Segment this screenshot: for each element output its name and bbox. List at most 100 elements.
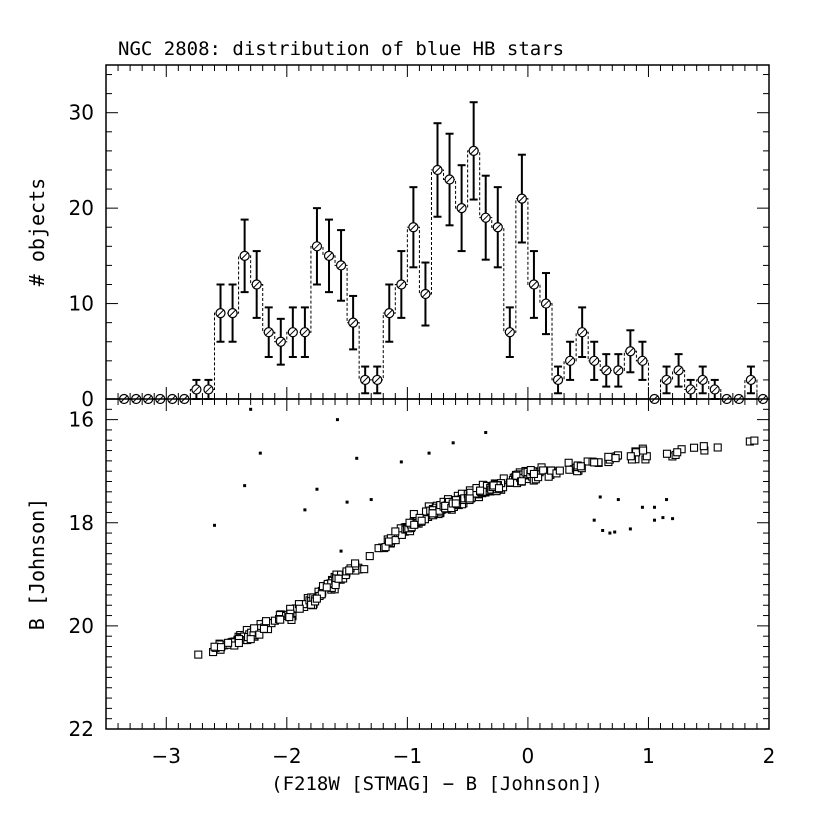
histogram-y-tick-label: 30 xyxy=(69,101,94,125)
star-point xyxy=(351,559,360,568)
histogram-bin xyxy=(384,283,395,343)
histogram-point-slash xyxy=(205,386,212,393)
histogram-point-slash xyxy=(542,300,550,307)
cmd-x-axis-label: (F218W [STMAG] − B [Johnson]) xyxy=(271,773,603,795)
star-point xyxy=(391,527,400,536)
histogram-point-slash xyxy=(494,223,502,231)
histogram-y-tick-labels: 0 10 20 30 xyxy=(69,101,94,411)
cmd-ticks xyxy=(105,398,770,730)
histogram-bin xyxy=(335,229,347,302)
histogram-bin xyxy=(697,365,708,395)
histogram-bin xyxy=(299,306,310,359)
star-point xyxy=(317,590,326,599)
histogram-bin xyxy=(372,365,383,395)
star-point xyxy=(590,458,599,467)
cmd-y-tick-labels: 16 18 20 22 xyxy=(69,408,94,741)
histogram-y-tick-label: 20 xyxy=(69,196,94,220)
star-point xyxy=(417,516,426,525)
cmd-x-tick-label: 2 xyxy=(763,744,776,768)
histogram-point-slash xyxy=(530,281,538,288)
histogram-bin xyxy=(203,378,214,400)
cmd-x-tick-label: 1 xyxy=(642,744,655,768)
star-point xyxy=(259,624,269,633)
star-point xyxy=(604,452,613,461)
histogram-point-slash xyxy=(470,147,478,155)
star-point xyxy=(334,574,343,583)
histogram-point-slash xyxy=(265,328,273,336)
histogram-bin xyxy=(215,283,226,343)
histogram-y-axis-label: # objects xyxy=(25,178,49,286)
faint-point xyxy=(345,500,349,504)
faint-point xyxy=(249,407,253,411)
cmd-y-axis-label: B [Johnson] xyxy=(25,498,49,630)
faint-point xyxy=(628,527,632,531)
faint-point xyxy=(243,484,247,488)
faint-point xyxy=(652,518,656,522)
cmd-x-tick-label: −1 xyxy=(393,744,422,768)
star-point xyxy=(295,604,304,613)
histogram-bin xyxy=(637,340,648,381)
histogram-markers xyxy=(118,101,769,405)
star-point xyxy=(250,624,259,633)
star-point xyxy=(662,449,672,458)
cmd-y-tick-label: 22 xyxy=(69,717,94,741)
faint-point xyxy=(339,549,343,553)
faint-point xyxy=(315,487,319,491)
histogram-point-slash xyxy=(590,357,598,365)
histogram-point-slash xyxy=(639,357,646,365)
histogram-bin xyxy=(408,186,419,269)
star-point xyxy=(360,565,369,574)
faint-point xyxy=(592,518,596,522)
faint-point xyxy=(369,498,373,502)
histogram-bin xyxy=(577,306,588,359)
cmd-panel: 16 18 20 22 −3 −2 −1 0 1 2 B [Johnson] (F218W [S… xyxy=(25,398,776,795)
histogram-bin xyxy=(396,250,407,319)
star-point xyxy=(673,448,682,457)
star-point xyxy=(428,509,437,518)
star-point xyxy=(262,617,271,626)
star-point xyxy=(312,594,321,603)
histogram-bin xyxy=(191,378,202,400)
histogram-point-slash xyxy=(747,376,755,384)
histogram-bin xyxy=(360,365,371,395)
histogram-point-slash xyxy=(446,176,453,183)
faint-point xyxy=(671,517,675,521)
histogram-bin xyxy=(564,340,576,381)
histogram-bin xyxy=(456,164,467,253)
histogram-point-slash xyxy=(518,195,526,202)
star-point xyxy=(410,520,419,529)
histogram-bin xyxy=(613,353,624,388)
faint-point xyxy=(665,498,669,502)
star-point xyxy=(529,469,539,479)
faint-point xyxy=(616,498,620,502)
histogram-point-slash xyxy=(434,166,441,174)
faint-point xyxy=(303,508,307,512)
star-point xyxy=(224,638,233,647)
faint-point xyxy=(355,456,359,460)
faint-point xyxy=(601,528,605,532)
histogram-point-slash xyxy=(627,347,634,355)
faint-point xyxy=(608,531,612,535)
faint-point xyxy=(613,530,617,534)
histogram-bin xyxy=(709,378,720,400)
histogram-point-slash xyxy=(663,376,670,384)
histogram-step-line xyxy=(118,150,769,400)
star-point xyxy=(365,552,374,561)
star-point xyxy=(476,486,485,495)
histogram-bin xyxy=(745,365,757,395)
histogram-point-slash xyxy=(506,328,514,336)
star-point xyxy=(216,643,226,652)
star-point xyxy=(285,613,294,622)
faint-point xyxy=(427,451,431,455)
star-point xyxy=(517,477,526,486)
histogram-point-slash xyxy=(602,367,610,374)
histogram-bin xyxy=(516,153,527,244)
histogram-point-slash xyxy=(699,376,707,384)
cmd-x-tick-label: −2 xyxy=(272,744,301,768)
histogram-point-slash xyxy=(229,309,236,317)
histogram-bin xyxy=(552,365,564,395)
histogram-point-slash xyxy=(675,367,682,374)
star-point xyxy=(194,650,203,659)
histogram-bin xyxy=(432,122,443,218)
